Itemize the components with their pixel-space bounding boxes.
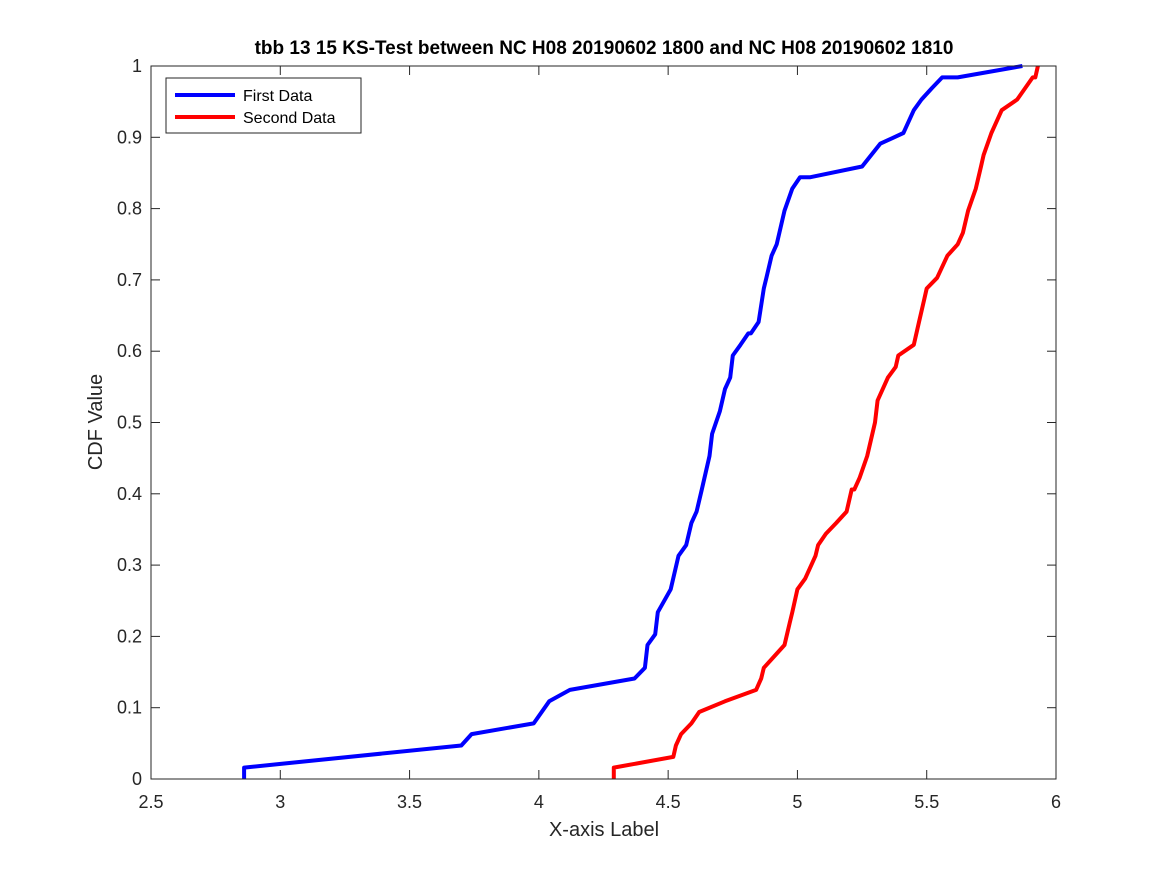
- x-tick-label: 5: [792, 792, 802, 812]
- x-tick-label: 2.5: [138, 792, 163, 812]
- series-line-second-data: [611, 65, 1040, 779]
- x-tick-label: 3: [275, 792, 285, 812]
- series-line-first-data: [242, 64, 1023, 779]
- chart-title: tbb 13 15 KS-Test between NC H08 2019060…: [255, 38, 954, 59]
- y-tick-label: 0.2: [117, 626, 142, 646]
- x-tick-label: 3.5: [397, 792, 422, 812]
- y-tick-label: 0.8: [117, 199, 142, 219]
- y-tick-label: 0: [132, 769, 142, 789]
- y-tick-label: 0.4: [117, 484, 142, 504]
- y-axis-label: CDF Value: [85, 374, 107, 470]
- legend-label-second-data: Second Data: [243, 110, 336, 127]
- x-tick-label: 6: [1051, 792, 1061, 812]
- series-lines: [242, 64, 1040, 779]
- axis-ticks: 2.5 3 3.5 4 4.5 5 5.5 6 0 0.1 0.2 0.3 0.4 0.5 0.6 0.7 0.…: [117, 56, 1061, 812]
- y-tick-label: 0.7: [117, 270, 142, 290]
- legend-label-first-data: First Data: [243, 88, 312, 105]
- y-tick-label: 0.3: [117, 555, 142, 575]
- y-tick-label: 0.1: [117, 698, 142, 718]
- legend: First Data Second Data: [165, 77, 362, 134]
- y-tick-label: 0.6: [117, 341, 142, 361]
- x-tick-label: 5.5: [914, 792, 939, 812]
- x-axis-label: X-axis Label: [549, 819, 659, 841]
- legend-box: [165, 77, 362, 134]
- x-tick-label: 4.5: [656, 792, 681, 812]
- y-tick-label: 0.9: [117, 127, 142, 147]
- x-tick-label: 4: [534, 792, 544, 812]
- y-tick-label: 1: [132, 56, 142, 76]
- y-tick-label: 0.5: [117, 413, 142, 433]
